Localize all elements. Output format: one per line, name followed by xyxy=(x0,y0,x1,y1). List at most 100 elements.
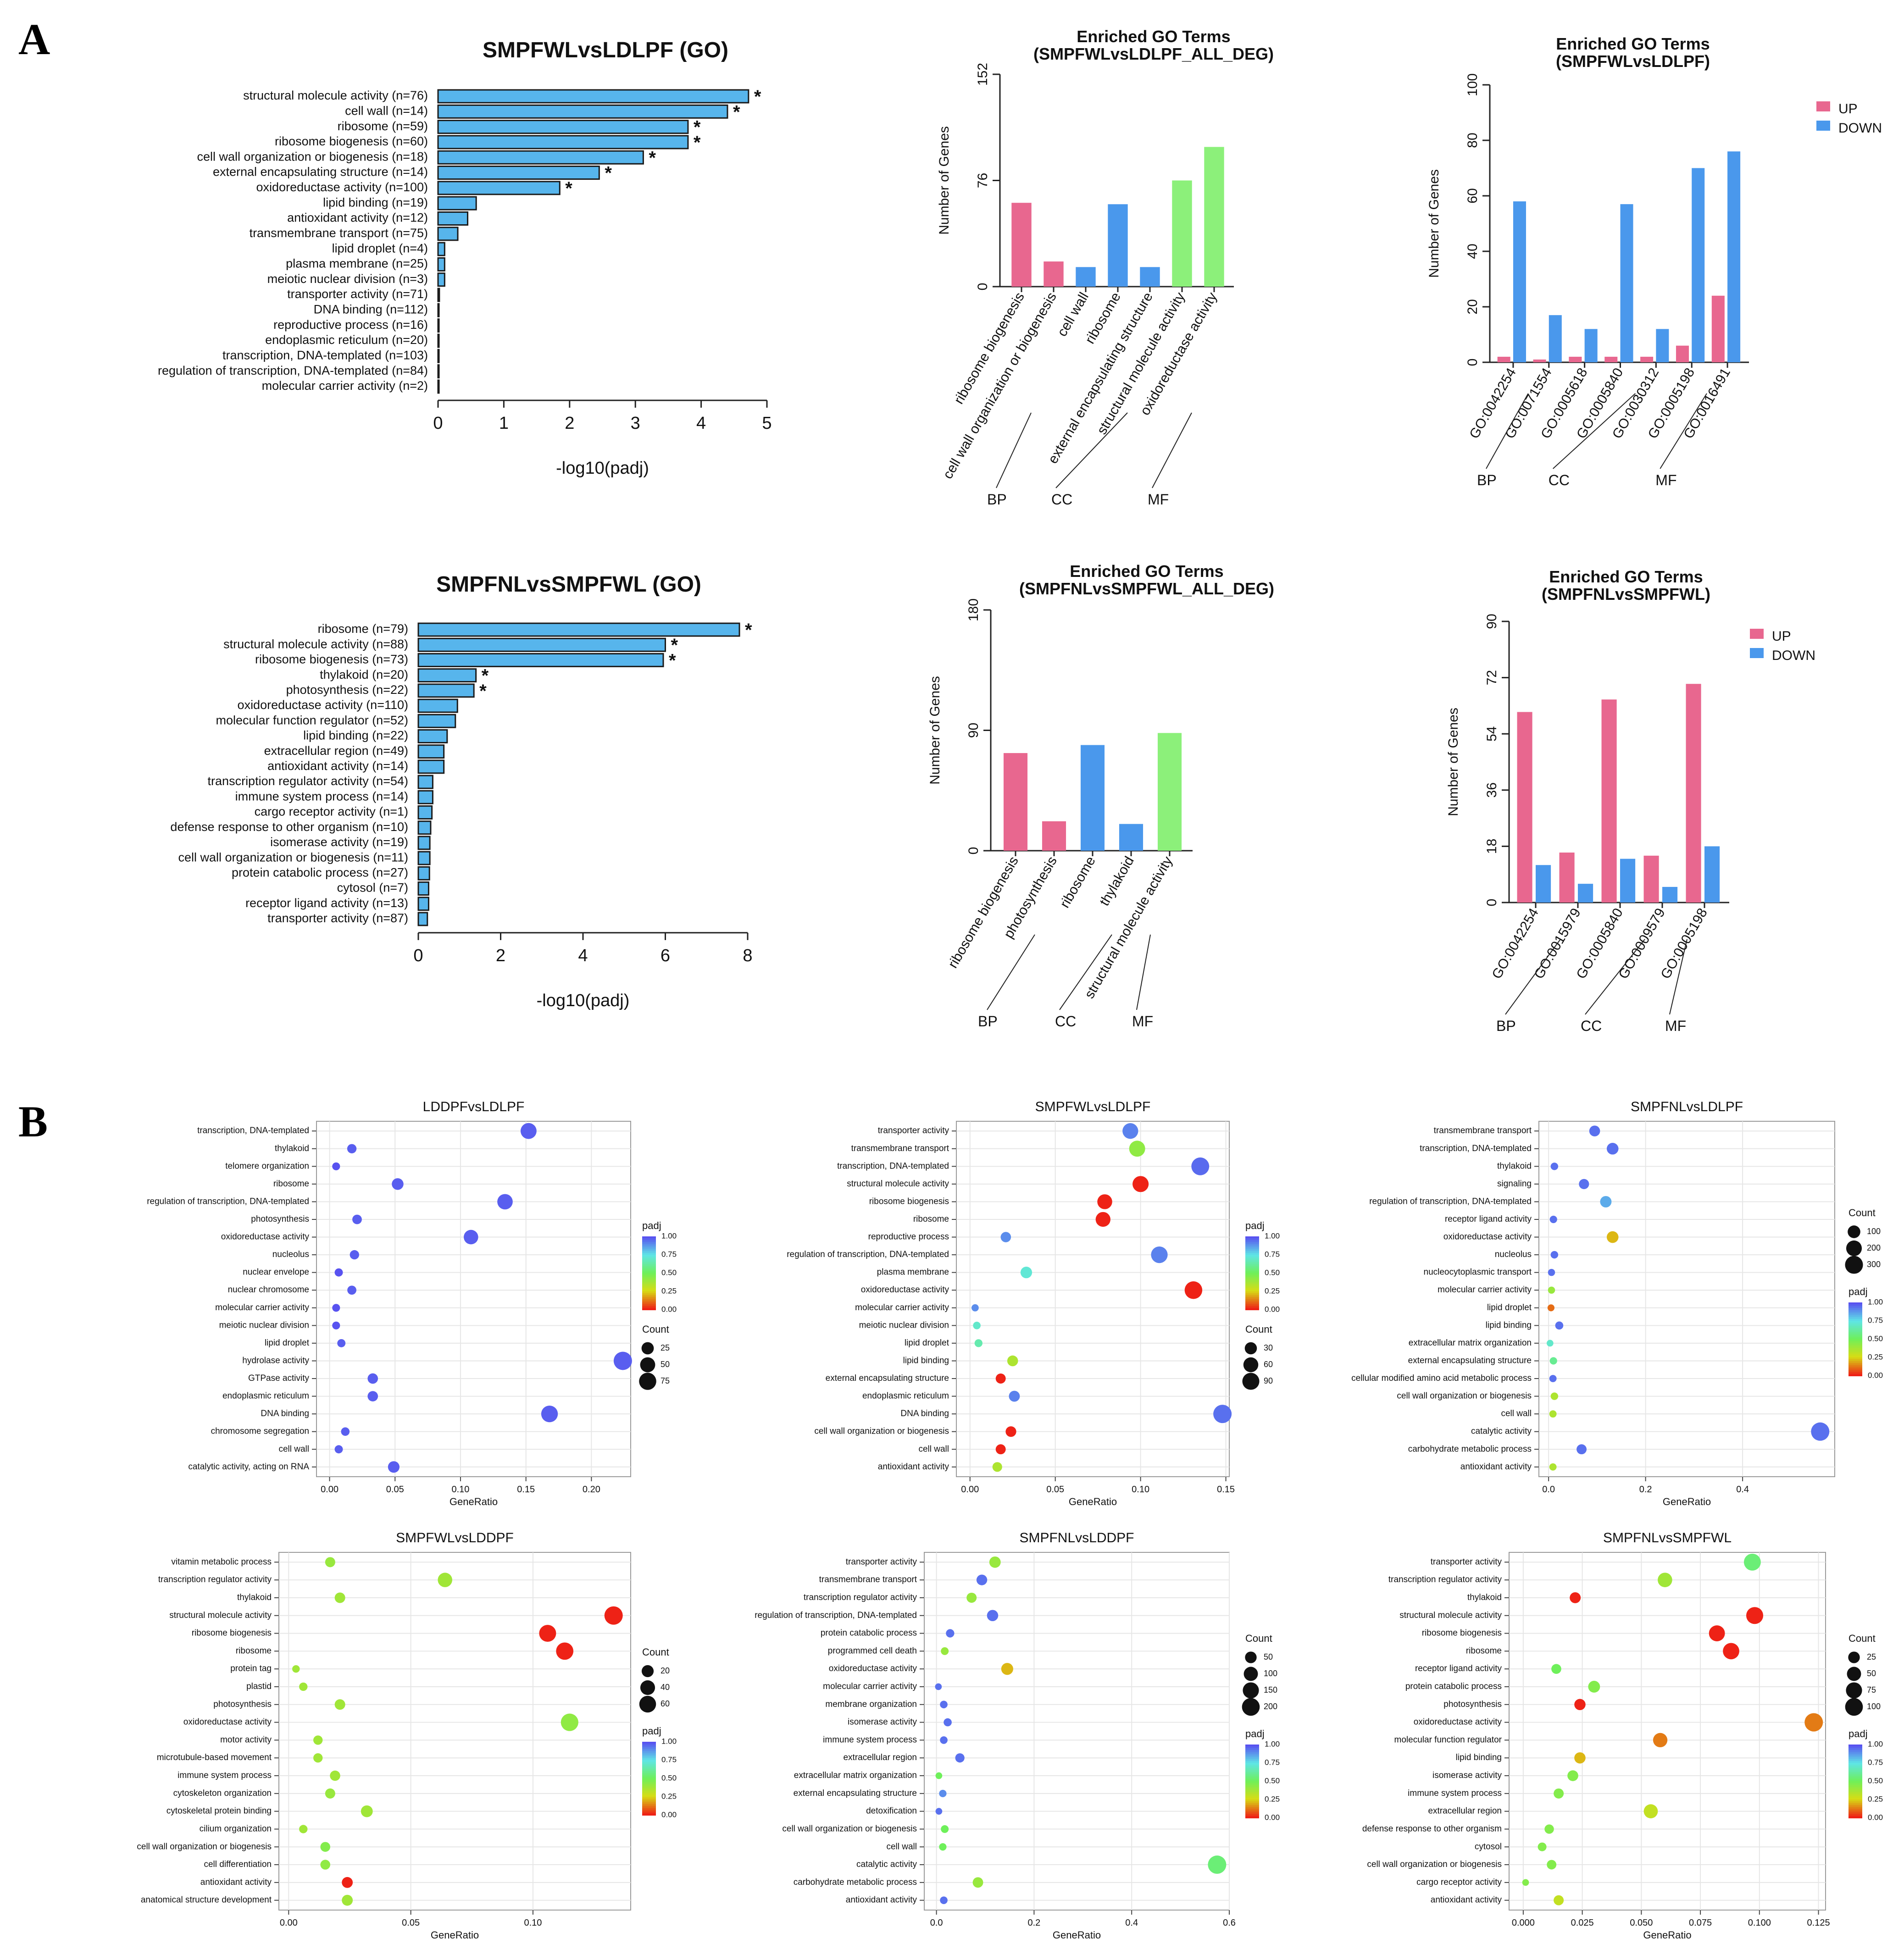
legend-gradient-step xyxy=(642,1788,656,1790)
legend-gradient-step xyxy=(642,1286,656,1288)
bar xyxy=(417,897,429,911)
term-label: transporter activity xyxy=(1431,1557,1502,1567)
data-point xyxy=(1811,1422,1830,1441)
x-tick-label: 0.2 xyxy=(1639,1484,1652,1495)
legend-gradient-step xyxy=(1848,1768,1862,1771)
legend-gradient-step xyxy=(1848,1785,1862,1787)
legend-gradient-step xyxy=(1245,1266,1259,1268)
term-label: ribosome xyxy=(273,1179,309,1189)
x-tick-label: 0.050 xyxy=(1630,1918,1653,1928)
legend-gradient-step xyxy=(1848,1757,1862,1760)
x-tick-label: ribosome biogenesis xyxy=(945,854,1021,971)
x-tick-label: 0.15 xyxy=(517,1484,535,1495)
term-label: chromosome segregation xyxy=(211,1427,309,1436)
data-point xyxy=(1550,1251,1559,1259)
bar-label: molecular carrier activity (n=2) xyxy=(262,379,428,393)
legend-count-dot xyxy=(1845,1256,1863,1274)
legend-gradient-step xyxy=(642,1764,656,1766)
vbar-title: Enriched GO Terms xyxy=(1556,34,1710,53)
term-label: transcription regulator activity xyxy=(804,1593,917,1602)
data-point xyxy=(342,1894,353,1906)
term-label: structural molecule activity xyxy=(169,1611,272,1620)
legend-gradient-step xyxy=(1848,1332,1862,1334)
legend-gradient-step xyxy=(1848,1752,1862,1754)
term-label: cell wall organization or biogenesis xyxy=(782,1824,917,1833)
legend-gradient-step xyxy=(1245,1785,1259,1787)
bar-label: structural molecule activity (n=76) xyxy=(243,89,428,102)
legend-padj-title: padj xyxy=(1245,1728,1265,1739)
group-bracket xyxy=(987,934,1035,1010)
bar xyxy=(1042,821,1066,851)
legend-gradient-step xyxy=(642,1304,656,1307)
legend-padj-label: 1.00 xyxy=(661,1231,677,1240)
bar xyxy=(1656,329,1669,362)
term-label: external encapsulating structure xyxy=(1408,1356,1532,1365)
group-label: BP xyxy=(1477,472,1497,488)
legend-gradient-step xyxy=(642,1249,656,1252)
data-point xyxy=(1550,1163,1559,1170)
bar xyxy=(1620,204,1633,362)
x-axis-label: GeneRatio xyxy=(1643,1929,1691,1941)
legend-gradient-step xyxy=(642,1760,656,1762)
legend-gradient-step xyxy=(1245,1761,1259,1763)
legend-gradient-step xyxy=(642,1271,656,1274)
bar-label: regulation of transcription, DNA-templat… xyxy=(158,364,428,377)
data-point xyxy=(341,1427,350,1436)
significance-mark: * xyxy=(733,102,740,122)
legend-count-label: 75 xyxy=(661,1376,670,1385)
data-point xyxy=(330,1770,340,1781)
legend-padj-label: 1.00 xyxy=(661,1737,677,1745)
legend-padj-title: padj xyxy=(1848,1286,1868,1297)
legend-gradient-step xyxy=(1245,1240,1259,1242)
legend-padj-title: padj xyxy=(1848,1728,1868,1739)
bar xyxy=(1711,295,1725,362)
legend-gradient-step xyxy=(642,1302,656,1305)
x-tick-label: 0.0 xyxy=(930,1918,943,1928)
legend-gradient-step xyxy=(1848,1798,1862,1800)
bar-label: external encapsulating structure (n=14) xyxy=(213,165,428,179)
y-tick-label: 0 xyxy=(966,847,981,855)
legend-gradient-step xyxy=(1245,1236,1259,1239)
data-point xyxy=(972,1877,983,1888)
legend-gradient-step xyxy=(1245,1756,1259,1758)
term-label: transporter activity xyxy=(878,1126,949,1135)
legend-gradient-step xyxy=(1848,1812,1862,1815)
legend-gradient-step xyxy=(642,1810,656,1812)
legend-gradient-step xyxy=(1848,1783,1862,1785)
legend-gradient-step xyxy=(642,1749,656,1751)
legend-count-label: 20 xyxy=(661,1666,670,1675)
data-point xyxy=(361,1805,373,1817)
plot-frame xyxy=(278,1552,631,1911)
y-axis-label: Number of Genes xyxy=(927,676,943,785)
term-label: molecular function regulator xyxy=(1394,1735,1502,1745)
data-point xyxy=(1122,1123,1138,1139)
group-bracket xyxy=(1585,939,1645,1015)
legend-padj-title: padj xyxy=(642,1725,661,1737)
bar-label: ribosome (n=79) xyxy=(318,622,408,636)
bar-label: lipid binding (n=19) xyxy=(323,195,428,209)
x-axis-label: -log10(padj) xyxy=(537,991,630,1010)
bar-label: photosynthesis (n=22) xyxy=(286,683,408,697)
legend-gradient-step xyxy=(642,1236,656,1239)
legend-gradient-step xyxy=(1245,1798,1259,1800)
legend-gradient-step xyxy=(1848,1800,1862,1802)
legend-gradient-step xyxy=(642,1260,656,1263)
legend-gradient-step xyxy=(642,1747,656,1750)
legend-gradient-step xyxy=(642,1244,656,1246)
term-label: reproductive process xyxy=(868,1232,949,1242)
legend-gradient-step xyxy=(1848,1759,1862,1761)
term-label: thylakoid xyxy=(1497,1161,1532,1171)
bar-label: receptor ligand activity (n=13) xyxy=(245,896,408,910)
x-tick-label: 0.15 xyxy=(1217,1484,1235,1495)
data-point xyxy=(940,1700,948,1709)
bar-label: structural molecule activity (n=88) xyxy=(223,637,408,651)
legend-gradient-step xyxy=(642,1775,656,1777)
legend-gradient-step xyxy=(1245,1765,1259,1767)
legend-gradient-step xyxy=(642,1789,656,1792)
legend-padj-label: 0.00 xyxy=(1265,1305,1280,1313)
bar xyxy=(1080,745,1105,851)
data-point xyxy=(299,1825,308,1833)
bar xyxy=(437,196,477,210)
term-label: immune system process xyxy=(1408,1789,1502,1798)
x-tick-label: 0.10 xyxy=(524,1918,542,1928)
